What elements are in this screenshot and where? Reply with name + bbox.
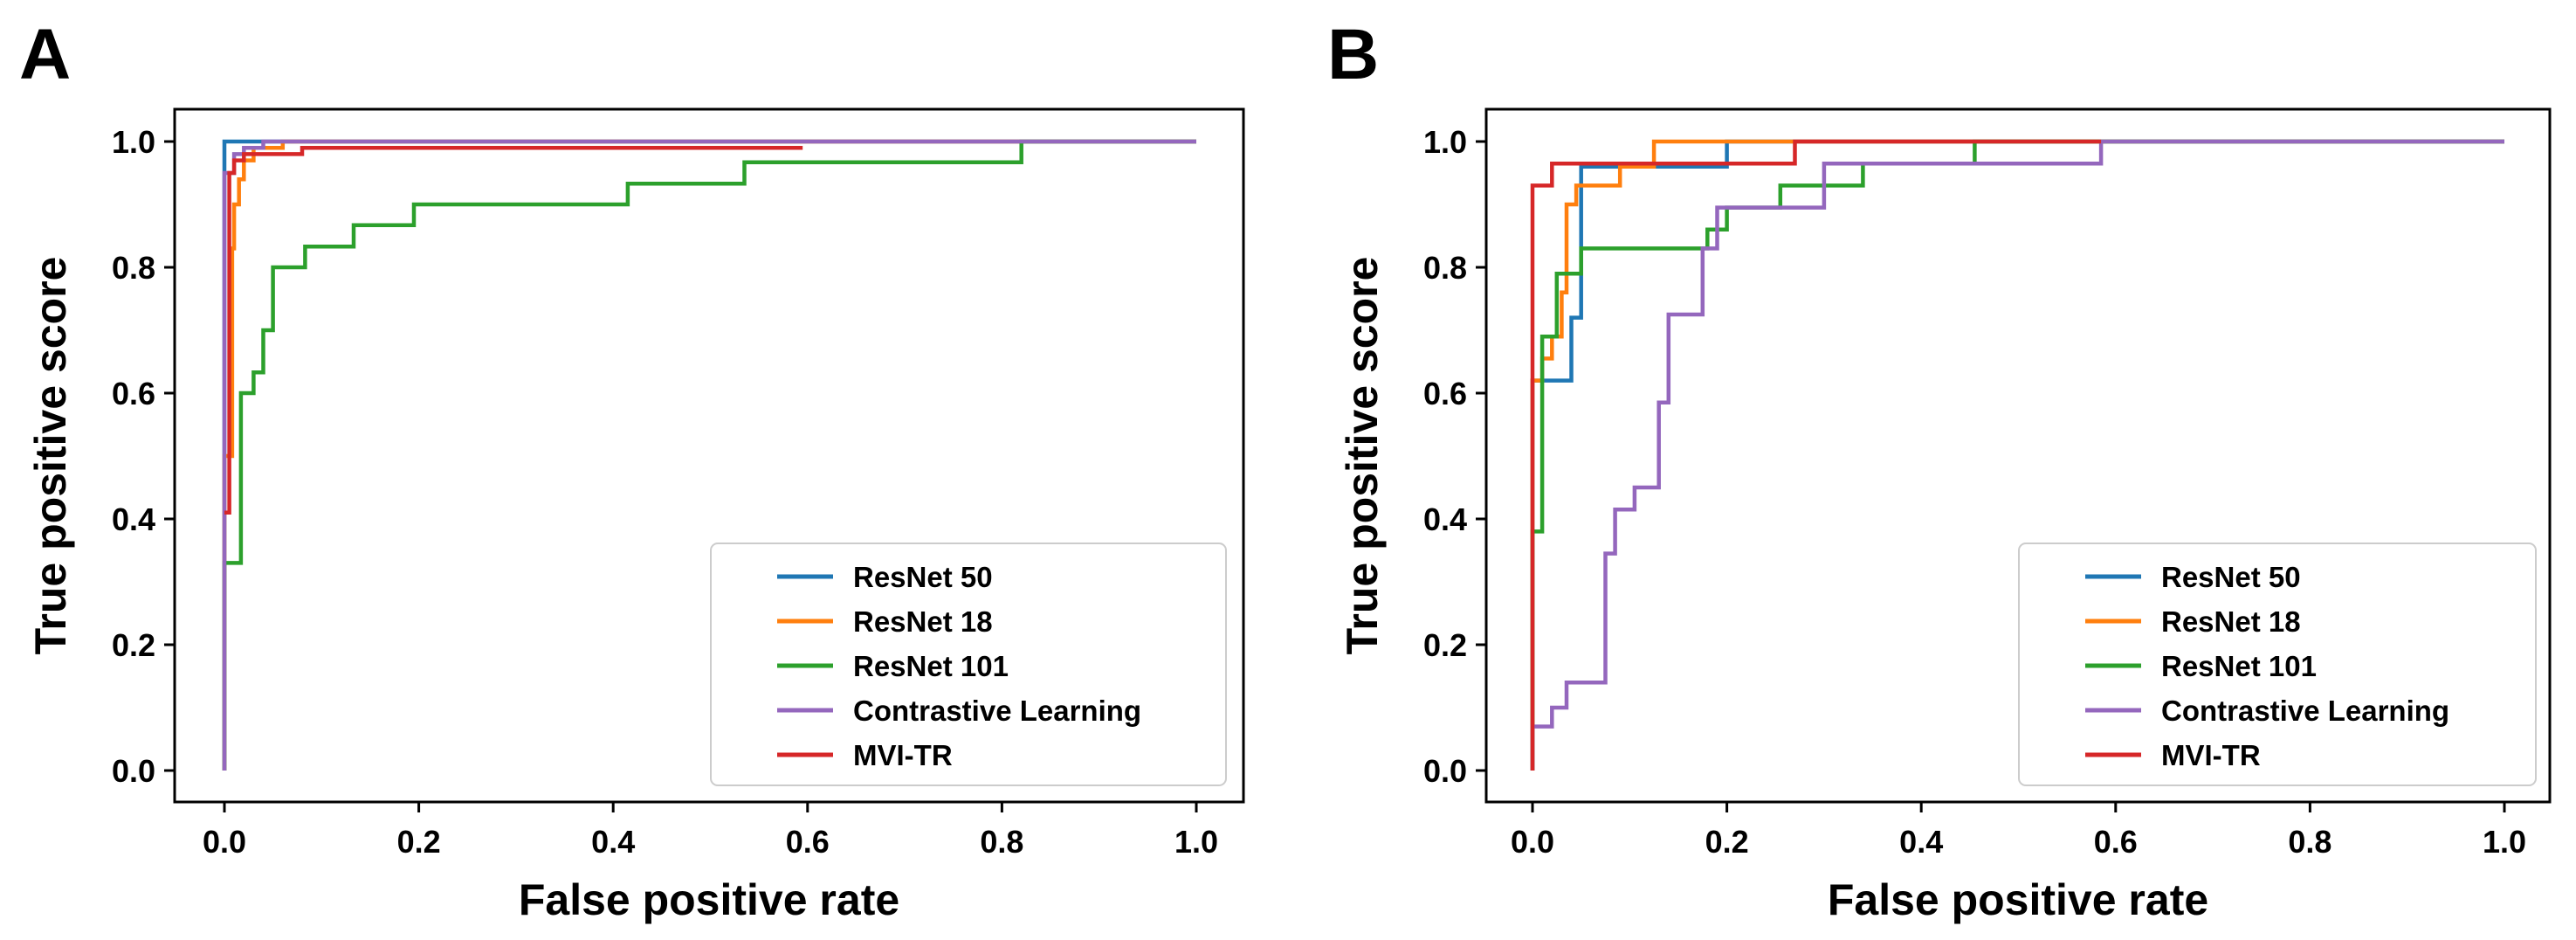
panel-label: A (19, 15, 71, 94)
y-axis-title: True positive score (1338, 257, 1387, 655)
panel-b: B 0.0 0.2 0.4 0.6 0.8 1.0 0.0 0.2 0.4 0.6 0.8 1.0 Fal… (1327, 15, 2552, 924)
legend-label-resnet-18: ResNet 18 (853, 605, 993, 638)
y-tick-label: 0.8 (112, 250, 155, 286)
y-tick-label: 0.8 (1423, 250, 1467, 286)
y-tick-label: 0.2 (1423, 627, 1467, 663)
series-group (1530, 139, 2504, 771)
x-tick-label: 0.6 (786, 824, 830, 860)
x-tick-label: 0.0 (203, 824, 246, 860)
axes-frame (1484, 107, 2552, 804)
y-tick-label: 0.0 (112, 753, 155, 789)
x-tick-label: 0.6 (2094, 824, 2138, 860)
series-line-resnet-101 (222, 139, 1196, 771)
x-tick-label: 0.0 (1511, 824, 1554, 860)
series-line-mvi-tr (1530, 139, 2102, 771)
series-line-mvi-tr (224, 145, 803, 515)
x-tick-label: 0.8 (2288, 824, 2331, 860)
y-tick-label: 0.4 (112, 501, 155, 537)
legend: ResNet 50 ResNet 18 ResNet 101 Contrastive … (2018, 543, 2537, 786)
x-axis-title: False positive rate (1828, 875, 2208, 924)
panel-label: B (1327, 15, 1379, 94)
series-line-resnet-18 (222, 139, 1196, 771)
legend-label-mvi-tr: MVI-TR (853, 739, 953, 771)
legend-label-resnet-50: ResNet 50 (853, 561, 993, 593)
x-tick-label: 1.0 (1174, 824, 1218, 860)
axes-frame (173, 107, 1245, 804)
legend-label-resnet-50: ResNet 50 (2161, 561, 2301, 593)
x-tick-label: 0.2 (397, 824, 441, 860)
series-line-contrastive-learning (1530, 139, 2504, 771)
x-tick-label: 0.4 (1899, 824, 1943, 860)
x-tick-label: 0.8 (980, 824, 1023, 860)
y-tick-label: 0.6 (112, 376, 155, 411)
y-tick-label: 0.2 (112, 627, 155, 663)
x-tick-label: 0.2 (1705, 824, 1749, 860)
legend-label-contrastive-learning: Contrastive Learning (853, 695, 1141, 727)
legend-label-mvi-tr: MVI-TR (2161, 739, 2261, 771)
legend-box (2018, 543, 2537, 786)
x-tick-label: 1.0 (2483, 824, 2526, 860)
series-group (222, 139, 1196, 771)
legend: ResNet 50 ResNet 18 ResNet 101 Contrastive … (710, 543, 1227, 786)
legend-label-resnet-18: ResNet 18 (2161, 605, 2301, 638)
y-tick-label: 0.0 (1423, 753, 1467, 789)
legend-label-resnet-101: ResNet 101 (853, 650, 1009, 682)
panel-a: A 0.0 0.2 0.4 0.6 0.8 1.0 0.0 0.2 0.4 0.6 0.8 1.0 Fal… (19, 15, 1245, 924)
legend-label-resnet-101: ResNet 101 (2161, 650, 2317, 682)
series-line-resnet-50 (1530, 139, 2504, 771)
y-axis-title: True positive score (26, 257, 75, 655)
legend-box (710, 543, 1227, 786)
legend-label-contrastive-learning: Contrastive Learning (2161, 695, 2449, 727)
x-axis-title: False positive rate (519, 875, 899, 924)
y-tick-label: 0.6 (1423, 376, 1467, 411)
y-tick-label: 1.0 (112, 124, 155, 160)
x-tick-label: 0.4 (591, 824, 635, 860)
y-tick-label: 0.4 (1423, 501, 1467, 537)
y-tick-label: 1.0 (1423, 124, 1467, 160)
